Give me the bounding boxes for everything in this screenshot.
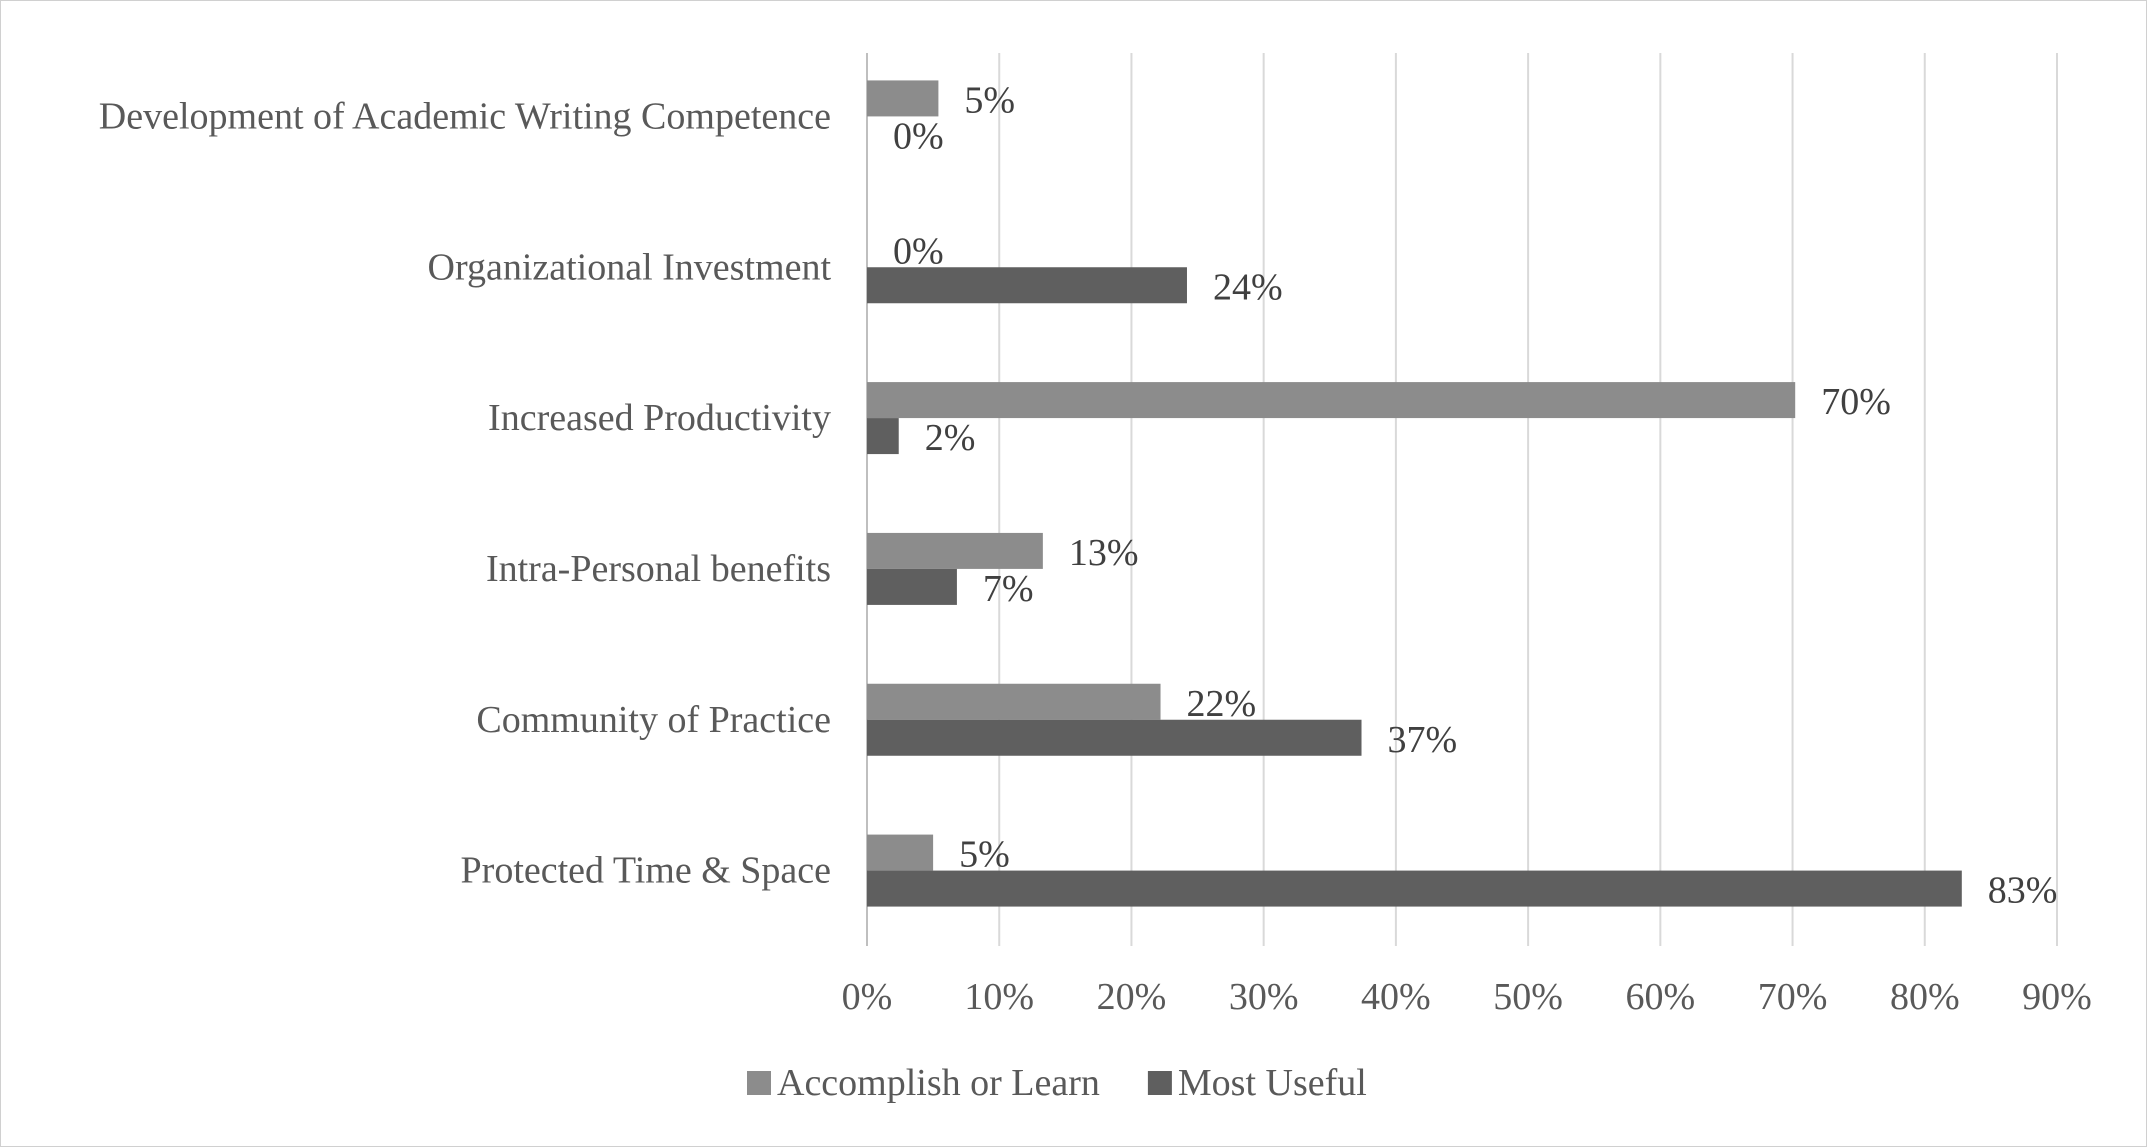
bar-accomplish-or-learn-4 [867, 683, 1161, 720]
data-label: 37% [1388, 719, 1458, 761]
data-label: 70% [1821, 381, 1891, 423]
data-label: 0% [893, 230, 944, 272]
category-label: Intra-Personal benefits [486, 548, 831, 590]
category-labels: Development of Academic Writing Competen… [99, 95, 832, 891]
category-label: Organizational Investment [428, 246, 832, 288]
data-label: 7% [983, 568, 1034, 610]
bar-most-useful-5 [867, 870, 1962, 907]
data-label: 24% [1213, 266, 1283, 308]
gridlines [866, 53, 2058, 946]
x-tick-labels: 0% 10% 20% 30% 40% 50% 60% 70% 80% 90% [842, 976, 2092, 1018]
data-labels: 5% 0% 0% 24% 70% 2% 13% 7% 22% 37% 5% 83% [893, 79, 2057, 911]
x-tick-label: 0% [842, 976, 893, 1018]
bar-most-useful-2 [867, 418, 899, 455]
data-label: 2% [925, 417, 976, 459]
data-label: 13% [1069, 532, 1139, 574]
bar-accomplish-or-learn-2 [867, 382, 1796, 419]
legend: Accomplish or Learn Most Useful [747, 1062, 1367, 1104]
legend-swatch [1147, 1071, 1172, 1095]
category-label: Protected Time & Space [461, 850, 831, 892]
x-tick-label: 90% [2022, 976, 2092, 1018]
bar-accomplish-or-learn-5 [867, 834, 934, 871]
x-tick-label: 10% [964, 976, 1034, 1018]
data-label: 5% [959, 834, 1010, 876]
x-tick-label: 30% [1229, 976, 1299, 1018]
x-tick-label: 60% [1626, 976, 1696, 1018]
x-tick-label: 40% [1361, 976, 1431, 1018]
data-label: 22% [1187, 683, 1257, 725]
legend-label: Accomplish or Learn [777, 1062, 1100, 1104]
bar-most-useful-3 [867, 568, 957, 605]
x-tick-label: 50% [1493, 976, 1563, 1018]
x-tick-label: 80% [1890, 976, 1960, 1018]
data-label: 5% [964, 79, 1015, 121]
category-label: Increased Productivity [488, 397, 831, 439]
legend-swatch [747, 1071, 771, 1095]
category-label: Development of Academic Writing Competen… [99, 95, 831, 137]
data-label: 83% [1988, 870, 2058, 912]
x-tick-label: 20% [1097, 976, 1167, 1018]
bar-accomplish-or-learn-0 [867, 80, 939, 117]
legend-label: Most Useful [1178, 1062, 1367, 1104]
bar-most-useful-1 [867, 267, 1187, 304]
bar-most-useful-4 [867, 719, 1362, 756]
x-tick-label: 70% [1758, 976, 1828, 1018]
bar-accomplish-or-learn-3 [867, 532, 1043, 569]
data-label: 0% [893, 115, 944, 157]
bars [867, 80, 1962, 907]
category-label: Community of Practice [476, 699, 831, 741]
